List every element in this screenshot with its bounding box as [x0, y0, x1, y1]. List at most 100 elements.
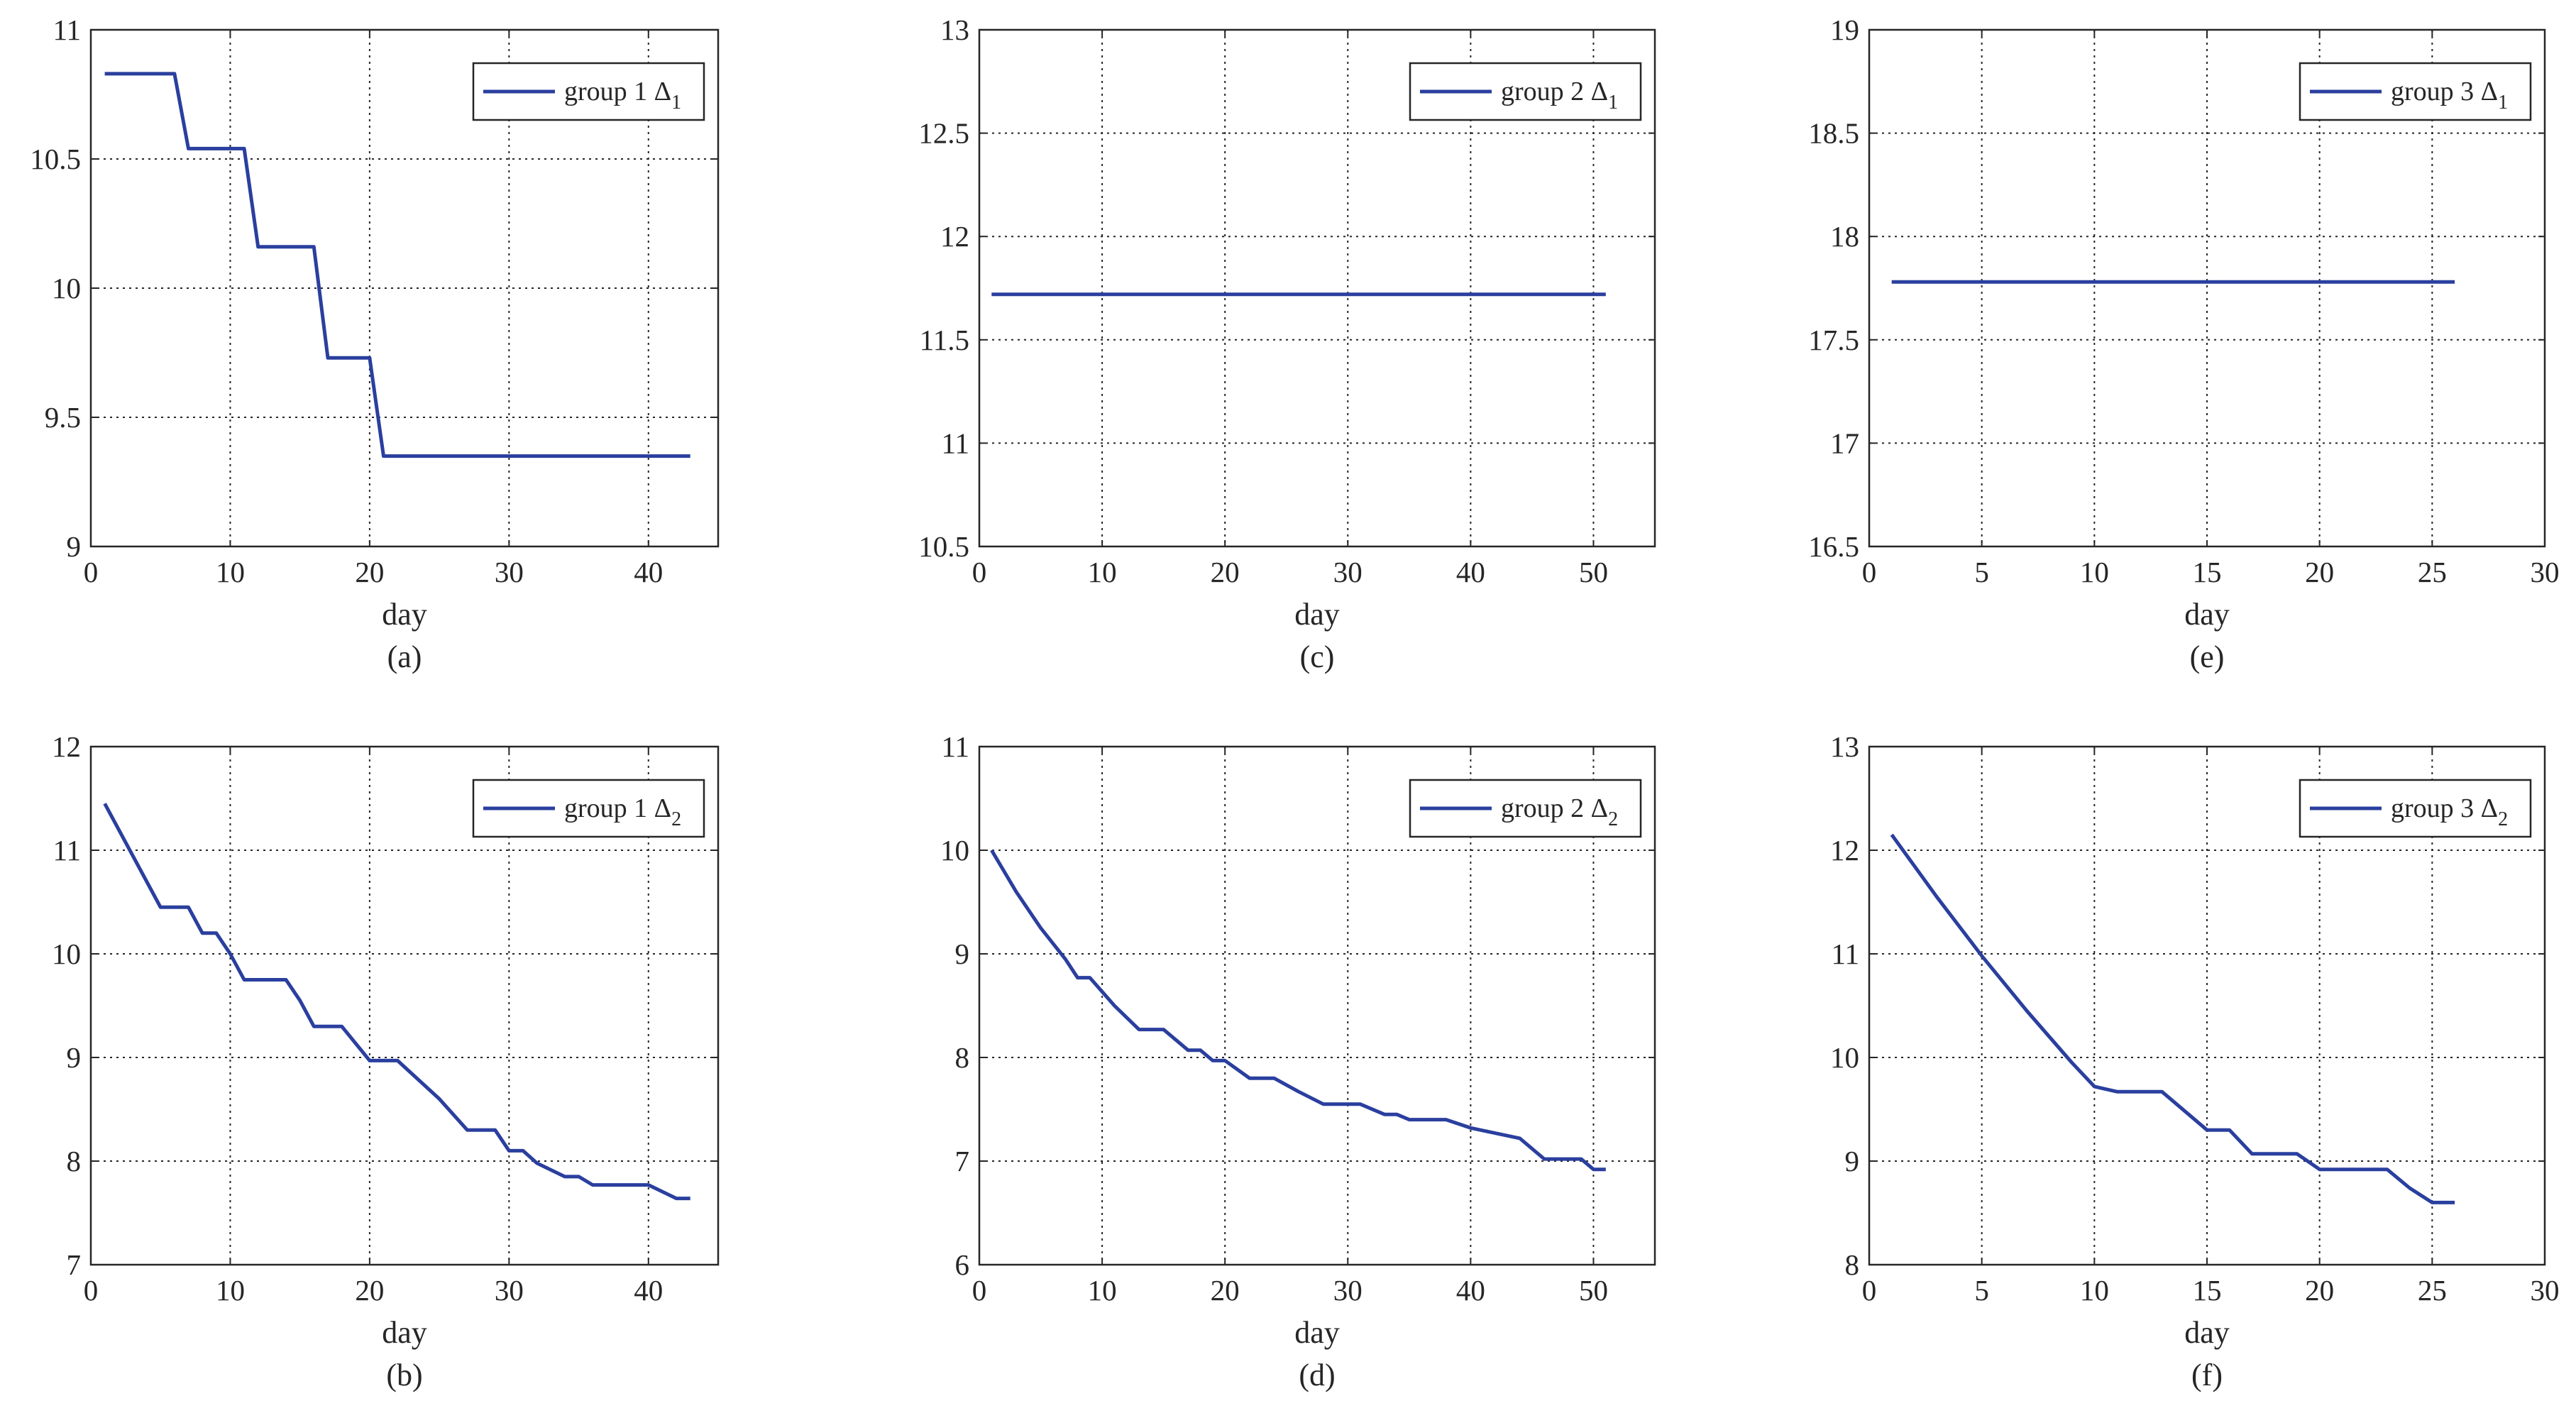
x-tick-label: 30 [495, 1274, 524, 1307]
legend-subscript: 1 [671, 92, 681, 114]
x-tick-label: 25 [2418, 556, 2447, 588]
y-tick-label: 10.5 [918, 530, 969, 563]
y-tick-label: 11 [53, 13, 81, 46]
panel-c: 0 10 20 30 40 50 10.5 11 11.5 12 12.5 13 group 2 Δ1 d… [918, 13, 1656, 674]
x-axis-label: day [382, 1315, 427, 1350]
x-axis-label: day [1294, 597, 1340, 632]
x-tick-label: 30 [2531, 1274, 2560, 1307]
y-tick-label: 7 [67, 1248, 82, 1281]
x-tick-label: 15 [2193, 556, 2222, 588]
legend: group 2 Δ2 [1409, 779, 1642, 838]
y-tick-label: 13 [940, 13, 969, 46]
axes-box [89, 28, 720, 548]
x-tick-label: 10 [1088, 556, 1117, 588]
panel-caption: (b) [386, 1358, 422, 1392]
panel-e: 0 5 10 15 20 25 30 16.5 17 17.5 18 18.5 19 group 3 Δ1… [1808, 13, 2559, 674]
x-tick-label: 5 [1974, 556, 1989, 588]
legend: group 3 Δ2 [2299, 779, 2532, 838]
x-tick-label: 15 [2193, 1274, 2222, 1307]
panel-b: 0 10 20 30 40 7 8 9 10 11 12 group 1 Δ2 day (b) [52, 730, 720, 1392]
y-tick-label: 9 [67, 1041, 82, 1074]
panel-caption: (d) [1299, 1358, 1335, 1392]
x-tick-label: 50 [1579, 1274, 1608, 1307]
y-tick-label: 10.5 [30, 143, 81, 175]
x-tick-label: 20 [1211, 556, 1240, 588]
x-tick-label: 20 [2305, 1274, 2334, 1307]
x-tick-label: 40 [1456, 1274, 1485, 1307]
x-tick-label: 0 [1862, 556, 1877, 588]
y-tick-label: 12 [52, 730, 81, 763]
series-line [990, 849, 1606, 1172]
x-tick-label: 0 [972, 556, 987, 588]
x-tick-label: 50 [1579, 556, 1608, 588]
x-tick-label: 10 [2080, 1274, 2109, 1307]
y-tick-label: 11 [942, 427, 969, 459]
x-tick-label: 25 [2418, 1274, 2447, 1307]
axes-box [1868, 28, 2546, 548]
x-tick-label: 20 [355, 556, 384, 588]
y-tick-label: 12.5 [918, 117, 969, 150]
x-axis-label: day [1294, 1315, 1340, 1350]
x-axis-label: day [382, 597, 427, 632]
x-tick-label: 10 [216, 556, 245, 588]
y-tick-label: 12 [940, 220, 969, 253]
x-tick-label: 30 [495, 556, 524, 588]
legend-subscript: 2 [2498, 808, 2508, 830]
y-tick-label: 16.5 [1808, 530, 1859, 563]
x-tick-label: 0 [972, 1274, 987, 1307]
panel-caption: (a) [387, 639, 422, 674]
x-tick-label: 5 [1974, 1274, 1989, 1307]
y-tick-label: 11.5 [920, 324, 969, 356]
y-tick-label: 7 [955, 1145, 970, 1177]
y-tick-label: 8 [955, 1041, 970, 1074]
series-line [103, 803, 690, 1201]
y-tick-label: 17 [1830, 427, 1859, 459]
y-tick-label: 10 [52, 938, 81, 970]
x-tick-label: 10 [2080, 556, 2109, 588]
x-tick-label: 0 [84, 556, 99, 588]
y-tick-label: 9 [955, 938, 970, 970]
legend-subscript: 2 [1608, 808, 1618, 830]
x-tick-label: 10 [1088, 1274, 1117, 1307]
y-tick-label: 9 [1845, 1145, 1860, 1177]
axes-box [89, 745, 720, 1266]
panel-f: 0 5 10 15 20 25 30 8 9 10 11 12 13 group 3 Δ2 day (f) [1830, 730, 2560, 1392]
x-tick-label: 40 [1456, 556, 1485, 588]
panel-caption: (f) [2191, 1358, 2223, 1392]
legend: group 3 Δ1 [2299, 62, 2532, 121]
y-tick-label: 9.5 [45, 401, 81, 434]
x-tick-label: 40 [634, 556, 663, 588]
legend-subscript: 2 [671, 808, 681, 830]
x-tick-label: 30 [2531, 556, 2560, 588]
x-tick-label: 40 [634, 1274, 663, 1307]
y-tick-label: 17.5 [1808, 324, 1859, 356]
panel-a: 0 10 20 30 40 9 9.5 10 10.5 11 group 1 Δ1 day (a) [30, 13, 720, 674]
y-tick-label: 8 [1845, 1248, 1860, 1281]
y-tick-label: 10 [940, 834, 969, 867]
axes-box [1868, 745, 2546, 1266]
y-tick-label: 18 [1830, 220, 1859, 253]
axes-box [978, 28, 1656, 548]
x-tick-label: 0 [1862, 1274, 1877, 1307]
legend: group 1 Δ1 [472, 62, 705, 121]
x-tick-label: 20 [2305, 556, 2334, 588]
axes-box [978, 745, 1656, 1266]
y-tick-label: 6 [955, 1248, 970, 1281]
y-tick-label: 8 [67, 1145, 82, 1177]
y-tick-label: 11 [53, 834, 81, 867]
series-line [1890, 833, 2455, 1204]
panel-caption: (c) [1300, 639, 1335, 674]
y-tick-label: 13 [1830, 730, 1859, 763]
x-axis-label: day [2184, 597, 2230, 632]
y-tick-label: 11 [942, 730, 969, 763]
x-tick-label: 30 [1333, 1274, 1363, 1307]
x-tick-label: 30 [1333, 556, 1363, 588]
y-tick-label: 9 [67, 530, 82, 563]
y-tick-label: 10 [52, 272, 81, 304]
y-tick-label: 18.5 [1808, 117, 1859, 150]
panel-caption: (e) [2190, 639, 2225, 674]
x-tick-label: 10 [216, 1274, 245, 1307]
legend-subscript: 1 [2498, 92, 2508, 114]
legend-subscript: 1 [1608, 92, 1618, 114]
